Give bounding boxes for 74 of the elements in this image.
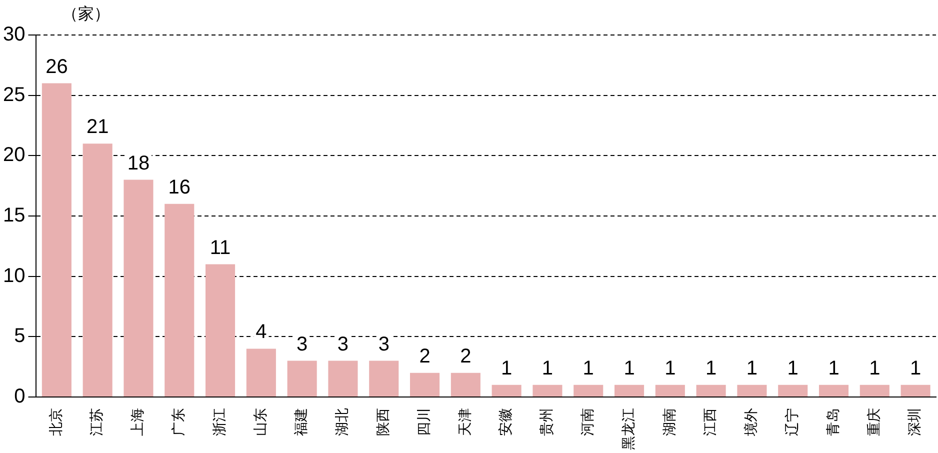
y-tick-label: 25 [2,84,26,106]
data-label: 1 [624,357,635,380]
x-tick-label: 安徽 [498,408,514,436]
data-label: 18 [127,152,150,174]
x-tick-label: 陕西 [376,408,392,436]
bar [860,384,890,396]
x-tick-label: 江西 [702,408,719,436]
x-tick-label: 天津 [457,408,474,436]
y-tick-label: 0 [14,386,26,408]
x-tick-label: 福建 [294,408,310,436]
bar [696,384,726,396]
bar [42,83,72,396]
data-label: 1 [706,357,717,380]
x-tick-label: 重庆 [866,408,882,436]
x-tick-label: 黑龙江 [620,408,637,450]
data-label: 2 [419,345,430,368]
x-tick-label: 湖南 [662,408,678,436]
x-tick-label: 深圳 [907,408,924,436]
bar [492,384,522,396]
data-label: 1 [501,357,512,380]
data-label: 1 [542,357,554,380]
bar [246,348,276,396]
bar [818,384,849,396]
y-axis-title: （家） [62,4,110,25]
x-tick-label: 湖北 [334,408,351,436]
y-tick-label: 20 [2,144,26,166]
y-tick-label: 15 [2,204,26,227]
data-label: 11 [210,236,231,259]
data-label: 1 [828,357,840,380]
data-label: 4 [256,321,267,344]
data-label: 1 [664,357,676,380]
x-tick-label: 河南 [580,408,596,436]
bar [574,384,604,396]
bar [900,384,930,396]
bar [410,372,440,396]
data-label: 3 [337,333,349,356]
bar [287,360,317,396]
bar [450,372,480,396]
x-tick-label: 上海 [130,408,146,436]
data-label: 1 [582,357,594,380]
data-label: 1 [869,357,880,380]
data-label: 21 [86,116,109,138]
data-label: 3 [378,333,390,356]
x-tick-label: 境外 [744,408,760,437]
bar [206,264,236,396]
x-tick-label: 辽宁 [784,408,800,436]
bar [328,360,358,396]
bar [82,144,112,396]
y-tick-label: 30 [2,24,26,46]
x-tick-label: 北京 [48,408,64,436]
bar [124,180,154,396]
y-tick-label: 5 [14,325,26,348]
bar [614,384,644,396]
x-tick-label: 贵州 [539,408,556,436]
data-label: 3 [296,333,308,356]
x-tick-label: 浙江 [212,408,228,436]
bar [655,384,685,396]
data-label: 1 [910,357,922,380]
bar [164,204,194,396]
data-label: 1 [787,357,798,380]
y-tick-label: 10 [2,264,26,287]
bar [737,384,767,396]
data-label: 1 [746,357,758,380]
bar [369,360,399,396]
x-tick-label: 青岛 [825,408,842,436]
x-tick-label: 广东 [171,408,188,436]
x-tick-label: 江苏 [89,408,106,436]
data-label: 2 [460,345,472,368]
data-label: 26 [46,56,68,78]
bar [778,384,808,396]
x-tick-label: 山东 [252,408,269,436]
bar [532,384,562,396]
x-tick-label: 四川 [416,408,432,436]
data-label: 16 [168,176,191,198]
